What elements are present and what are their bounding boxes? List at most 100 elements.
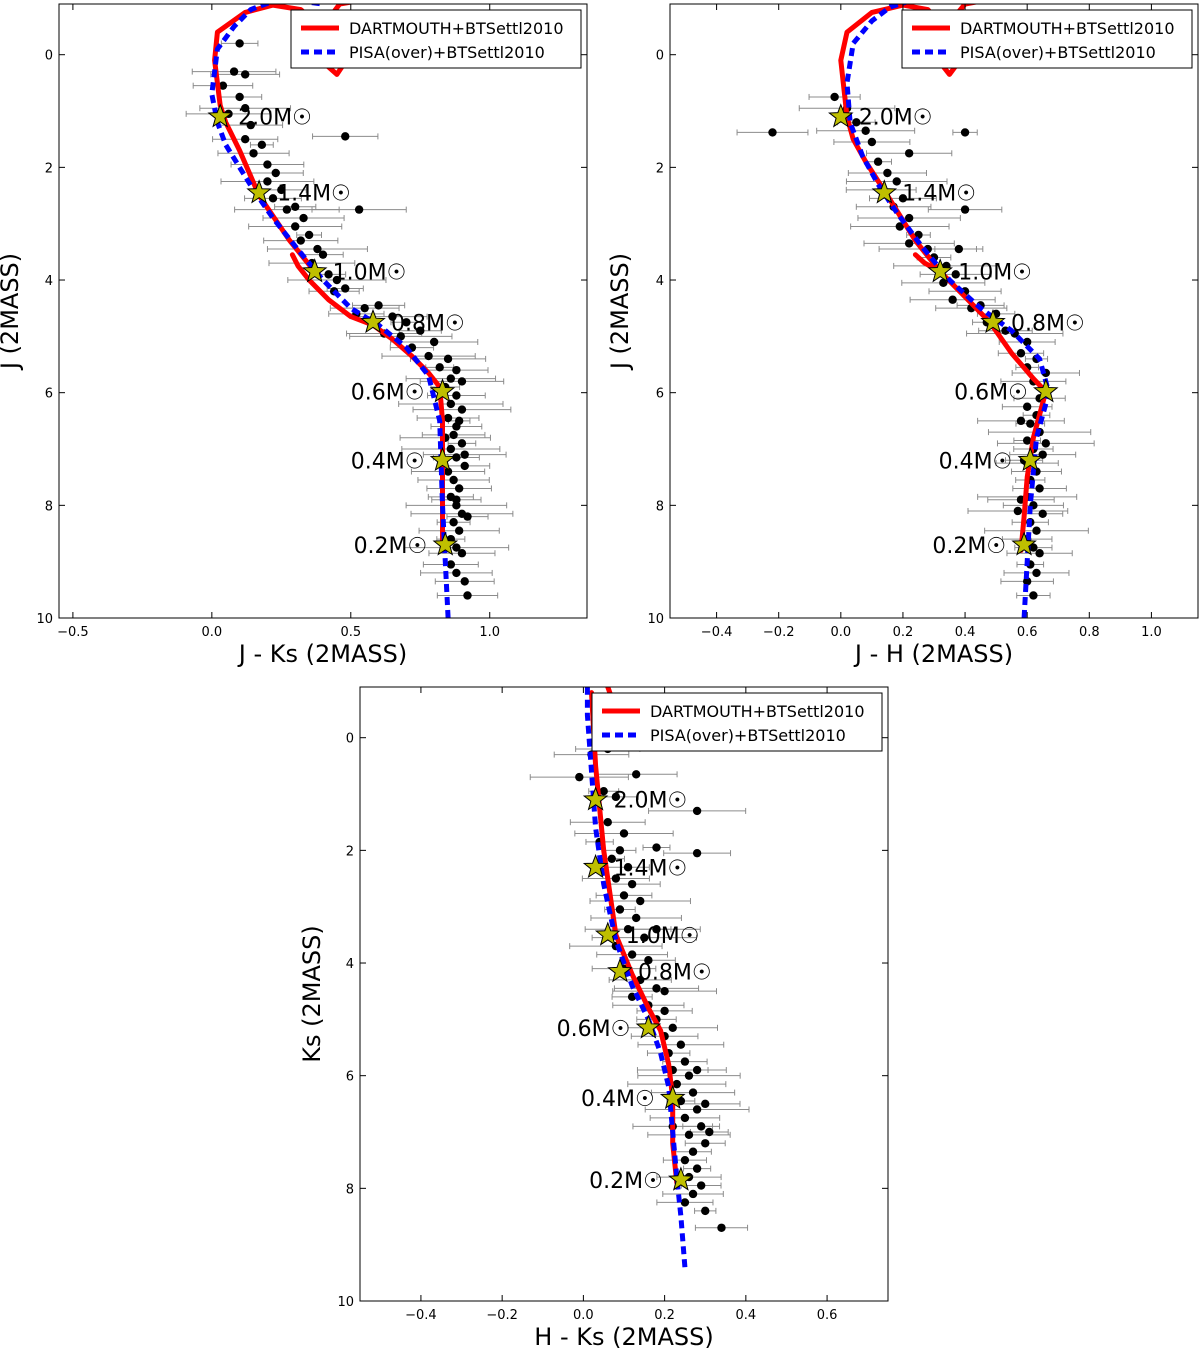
star-data-point	[263, 177, 272, 186]
legend-entry-label: PISA(over)+BTSettl2010	[650, 726, 846, 745]
star-data-point	[452, 453, 461, 462]
y-axis-label: Ks (2MASS)	[298, 925, 326, 1062]
star-data-point	[429, 337, 439, 347]
mass-star-marker	[668, 1166, 694, 1191]
star-data-point	[717, 1223, 726, 1232]
star-data-point	[652, 984, 661, 993]
mass-label: 0.4M☉	[939, 449, 1013, 474]
star-data-point	[904, 149, 914, 158]
legend-box	[901, 9, 1193, 69]
hks-color-magnitude-panel: 2.0M☉ 1.4M☉ 1.0M☉ 0.8M☉ 0.6M☉ 0.4M☉ 0.2M☉ −0.4 −…	[298, 686, 889, 1351]
star-data-point	[701, 1099, 710, 1109]
star-data-point	[680, 1155, 690, 1165]
star-data-point	[443, 354, 453, 364]
star-data-point	[318, 250, 328, 259]
y-tick-label: 4	[45, 274, 53, 289]
jh-color-magnitude-panel: 2.0M☉ 1.4M☉ 1.0M☉ 0.8M☉ 0.6M☉ 0.4M☉ 0.2M☉ −0.4 −…	[606, 3, 1199, 668]
x-axis-label: H - Ks (2MASS)	[534, 1323, 713, 1351]
mass-label: 0.4M☉	[351, 449, 425, 474]
star-data-point	[341, 284, 350, 293]
mass-star-marker	[582, 853, 609, 879]
star-data-point	[388, 312, 397, 321]
star-data-point	[1022, 577, 1032, 586]
star-data-point	[852, 118, 861, 127]
star-data-point	[313, 244, 322, 254]
legend-box	[290, 9, 582, 69]
mass-label: 0.8M☉	[1011, 311, 1085, 336]
star-data-point	[599, 787, 608, 796]
mass-star-marker	[871, 179, 898, 204]
plot-frame	[669, 3, 1199, 619]
star-data-point	[644, 956, 653, 965]
y-tick-label: 2	[45, 161, 53, 176]
y-tick-label: 10	[647, 612, 664, 627]
star-data-point	[457, 549, 467, 558]
legend-entry-label: PISA(over)+BTSettl2010	[960, 43, 1156, 62]
star-data-point	[631, 770, 641, 779]
star-data-point	[454, 416, 464, 426]
star-data-point	[341, 132, 350, 141]
x-tick-label: 0.6	[1017, 625, 1038, 640]
star-data-point	[895, 222, 905, 231]
mass-label: 2.0M☉	[614, 789, 688, 814]
plot-frame	[359, 686, 889, 1302]
y-tick-label: 0	[45, 49, 53, 64]
star-data-point	[668, 1023, 677, 1032]
star-data-point	[951, 270, 960, 279]
x-tick-label: 0.4	[955, 625, 976, 640]
star-data-point	[460, 461, 469, 471]
star-data-point	[246, 120, 255, 130]
mass-star-marker	[980, 308, 1006, 334]
star-data-point	[1013, 506, 1023, 516]
y-tick-label: 4	[346, 957, 354, 972]
star-data-point	[454, 484, 464, 493]
star-data-point	[611, 792, 621, 802]
star-data-point	[235, 92, 244, 102]
star-data-point	[460, 450, 469, 459]
star-data-point	[1032, 568, 1041, 578]
mass-label: 1.4M☉	[277, 182, 351, 207]
star-data-point	[660, 986, 669, 996]
star-data-point	[324, 270, 333, 279]
star-data-point	[627, 879, 637, 889]
star-data-point	[332, 275, 342, 285]
star-data-point	[904, 239, 914, 248]
star-data-point	[454, 526, 464, 535]
star-data-point	[277, 185, 286, 195]
star-data-point	[452, 391, 461, 400]
star-data-point	[1022, 402, 1032, 411]
star-data-point	[452, 568, 461, 578]
y-axis-label: J (2MASS)	[0, 253, 24, 371]
star-data-point	[575, 772, 584, 782]
star-data-point	[607, 854, 617, 864]
error-bars	[736, 93, 1095, 599]
x-tick-label: −0.2	[486, 1308, 518, 1323]
mass-label: 0.6M☉	[557, 1017, 631, 1042]
star-data-point	[680, 1057, 690, 1066]
star-data-point	[696, 1181, 706, 1190]
x-tick-label: 0.4	[736, 1308, 757, 1323]
legend-entry-label: DARTMOUTH+BTSettl2010	[650, 702, 865, 721]
jks-color-magnitude-panel: 2.0M☉ 1.4M☉ 1.0M☉ 0.8M☉ 0.6M☉ 0.4M☉ 0.2M☉ −0.5 0…	[0, 3, 588, 668]
star-data-point	[636, 896, 645, 906]
y-tick-label: 6	[656, 387, 664, 402]
mass-label: 0.8M☉	[638, 960, 712, 985]
y-axis-label: J (2MASS)	[606, 253, 634, 371]
mass-label: 2.0M☉	[238, 106, 312, 131]
mass-star-marker	[659, 1084, 686, 1110]
mass-label: 0.2M☉	[354, 534, 428, 559]
star-data-point	[1032, 526, 1041, 535]
star-data-point	[446, 444, 456, 454]
star-data-point	[240, 104, 250, 113]
mass-star-marker	[927, 258, 953, 283]
mass-label: 1.0M☉	[626, 924, 700, 949]
star-data-point	[830, 92, 839, 102]
mass-star-marker	[607, 958, 633, 983]
plot-area: 2.0M☉ 1.4M☉ 1.0M☉ 0.8M☉ 0.6M☉ 0.4M☉ 0.2M☉	[185, 4, 514, 618]
star-data-point	[954, 244, 964, 254]
mass-star-marker	[828, 103, 854, 128]
star-data-point	[463, 591, 472, 600]
y-tick-label: 4	[656, 274, 664, 289]
y-tick-label: 0	[656, 49, 664, 64]
